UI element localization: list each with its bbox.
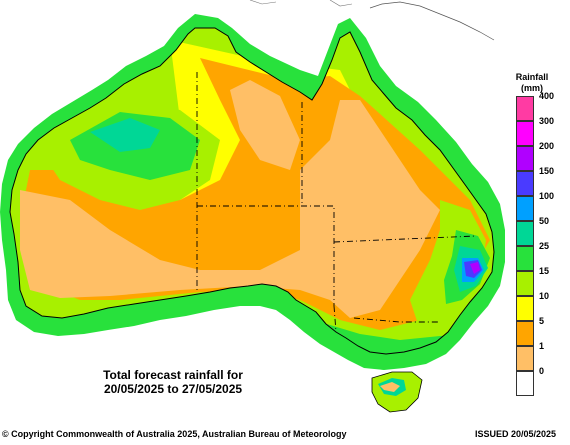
legend-swatch [516, 146, 534, 171]
issued-date: ISSUED 20/05/2025 [474, 429, 556, 439]
copyright-text: © Copyright Commonwealth of Australia 20… [2, 429, 347, 439]
legend-swatch [516, 196, 534, 221]
legend-swatch [516, 121, 534, 146]
legend-label: 300 [539, 116, 555, 126]
legend-swatch [516, 271, 534, 296]
legend-label: 100 [539, 191, 555, 201]
caption-line-1: Total forecast rainfall for [103, 368, 243, 382]
legend-swatch [516, 346, 534, 371]
legend-label: 0 [539, 366, 545, 376]
legend-label: 150 [539, 166, 555, 176]
legend-label: 5 [539, 316, 545, 326]
legend-label: 200 [539, 141, 555, 151]
legend-label: 15 [539, 266, 550, 276]
australia-rainfall-map [0, 0, 505, 413]
legend-swatch [516, 371, 534, 396]
map-caption: Total forecast rainfall for 20/05/2025 t… [78, 368, 268, 396]
legend-swatch [516, 246, 534, 271]
legend-swatch [516, 321, 534, 346]
rainfall-legend: Rainfall (mm) 400 300 200 150 100 50 25 15 10 5 1 0 [512, 72, 570, 396]
legend-swatch [516, 221, 534, 246]
legend-label: 25 [539, 241, 550, 251]
legend-label: 50 [539, 216, 550, 226]
caption-line-2: 20/05/2025 to 27/05/2025 [103, 382, 243, 396]
legend-label: 400 [539, 91, 555, 101]
legend-label: 10 [539, 291, 550, 301]
legend-swatch [516, 171, 534, 196]
legend-swatch [516, 296, 534, 321]
legend-swatch [516, 96, 534, 121]
legend-label: 1 [539, 341, 545, 351]
legend-title: Rainfall (mm) [515, 72, 549, 93]
